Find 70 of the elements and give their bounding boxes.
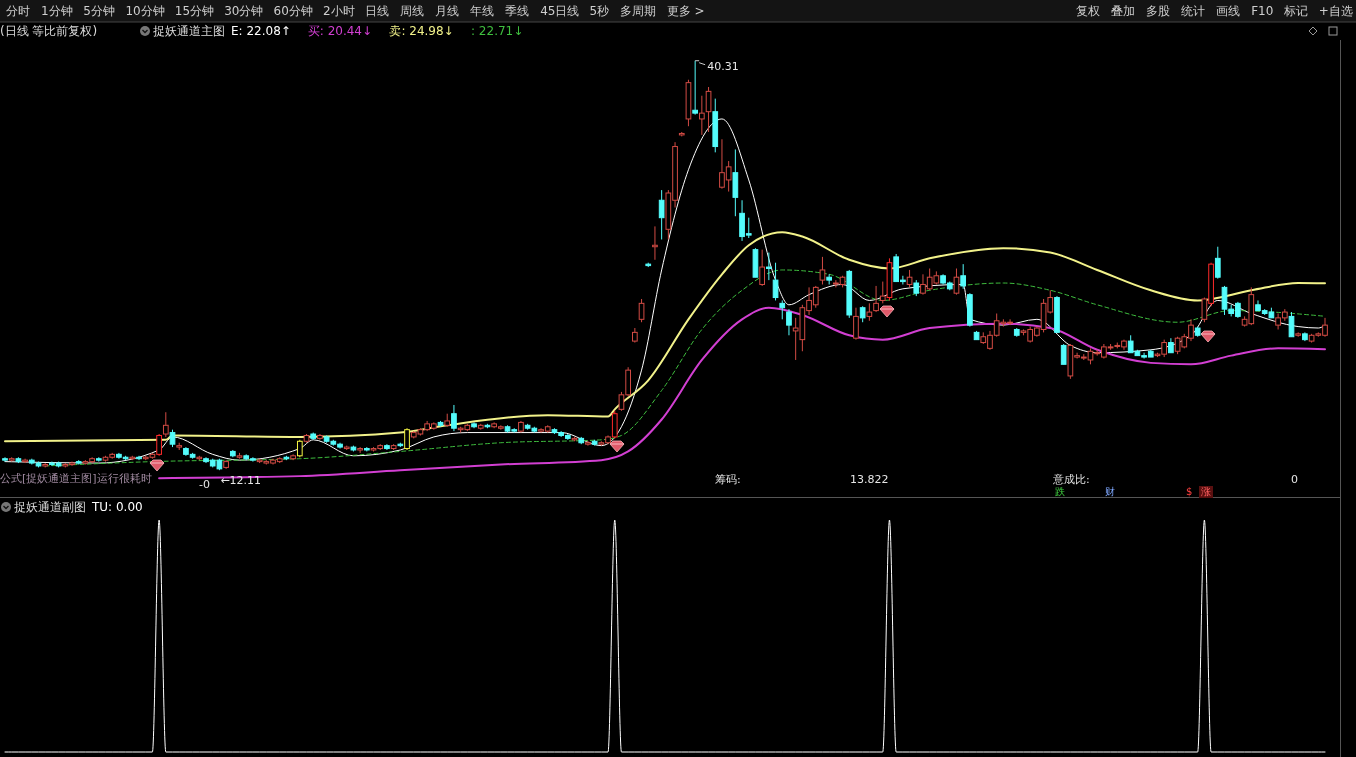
candlestick [22,458,28,464]
candlestick [1214,246,1221,280]
candlestick [772,262,779,301]
text: 15分钟 [174,4,215,18]
candlestick [705,86,712,133]
text: : 22.71↓ [471,24,524,38]
candlestick [699,95,705,136]
text: 45日线 [540,4,580,18]
text: 叠加 [1111,4,1136,18]
annotation: $ [1186,486,1193,497]
text: 季线 [505,4,530,18]
text: 10分钟 [125,4,165,18]
annotation: 40.31 [707,59,739,73]
text: 日线 [365,4,390,18]
candlestick [585,440,591,447]
text: 分时 [6,4,30,18]
candlestick [136,455,142,461]
text: 统计 [1181,4,1206,18]
text: 标记 [1282,4,1308,18]
text: 多周期 [619,4,656,18]
text: 年线 [470,4,495,18]
candlestick [786,308,792,336]
text: F10 [1251,4,1274,18]
candlestick [1060,343,1067,365]
text: 画线 [1216,4,1241,18]
text: 买: 20.44↓ [307,24,373,38]
candlestick [953,268,960,296]
text: 更多 > [666,4,705,18]
candlestick [873,285,879,313]
text: 60分钟 [273,4,313,18]
annotation: 0 [1291,473,1298,486]
annotation: 涨 [1201,486,1211,497]
text: 卖: 24.98↓ [389,24,454,38]
candlestick [759,249,765,287]
candlestick [819,256,826,285]
series-label: TU: 0.00 [91,500,143,514]
candlestick [2,456,8,463]
annotation: -0 [199,478,210,491]
candlestick [658,189,665,240]
text: 2小时 [323,4,355,18]
text: +自选 [1318,4,1353,18]
candlestick [779,299,786,320]
text: 复权 [1076,4,1101,18]
annotation: ←12.11 [220,474,262,488]
annotation: 意成比: [1052,473,1090,486]
candlestick [853,307,859,341]
candlestick [638,298,645,323]
text: 5分钟 [83,4,115,18]
chart-title: 捉妖通道副图 [14,500,86,514]
candlestick [652,225,658,261]
candlestick [692,60,698,116]
chart-subtitle: 捉妖通道主图 [153,24,225,38]
text: 5秒 [589,4,610,18]
candlestick [357,446,363,454]
text: 1分钟 [41,4,73,18]
annotation: 13.822 [850,473,889,486]
chart-title: (日线 等比前复权) [0,24,98,38]
text: E: 22.08↑ [231,24,291,38]
text: 月线 [435,4,460,18]
candlestick [960,263,967,290]
annotation: 财 [1105,486,1115,497]
annotation: 筹码: [715,473,741,486]
text: 多股 [1146,4,1171,18]
text: 30分钟 [224,4,264,18]
candlestick [162,411,169,438]
annotation: 跌 [1055,486,1065,497]
text: 周线 [400,4,425,18]
annotation: 公式[捉妖通道主图]运行很耗时 [0,472,152,485]
candlestick [766,252,772,281]
candlestick [451,404,457,432]
